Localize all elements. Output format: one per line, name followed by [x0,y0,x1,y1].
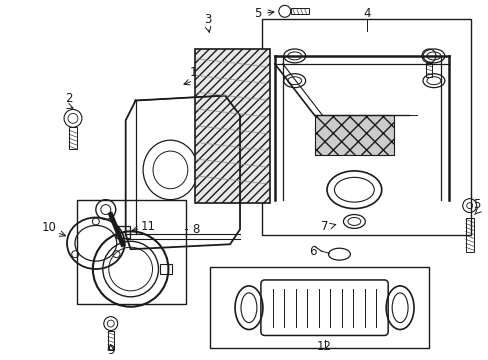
Bar [160,264,172,274]
Text: 5: 5 [472,198,479,211]
Bar [314,116,393,155]
Text: 3: 3 [204,13,211,26]
Bar [290,8,308,14]
Text: 6: 6 [308,245,316,258]
Bar [210,267,428,348]
Text: 9: 9 [107,344,114,357]
Text: 2: 2 [65,92,73,105]
Bar [465,217,473,252]
Text: 12: 12 [316,340,331,353]
Text: 8: 8 [192,223,200,236]
Bar [69,127,77,149]
Text: 4: 4 [363,7,370,20]
Bar [425,63,431,77]
Bar [107,330,114,350]
Text: 5: 5 [254,7,261,20]
Text: 11: 11 [141,220,156,233]
Text: 1: 1 [189,66,197,79]
Bar [116,226,129,238]
Text: 10: 10 [41,221,57,234]
Bar [195,49,269,203]
Text: 7: 7 [320,220,327,233]
Bar [77,200,186,304]
Bar [262,19,470,235]
